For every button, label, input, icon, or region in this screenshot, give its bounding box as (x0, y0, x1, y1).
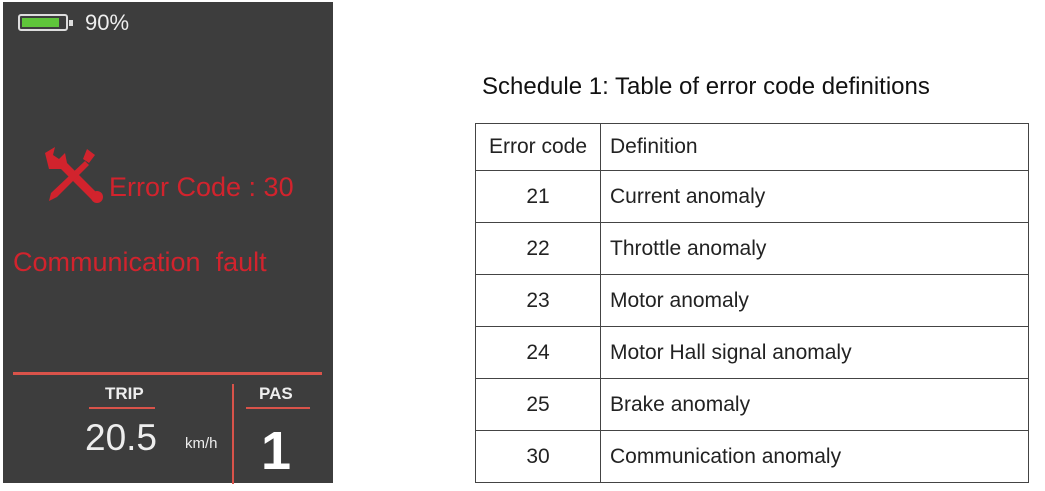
definition-cell: Communication anomaly (600, 430, 1029, 483)
trip-label: TRIP (105, 384, 144, 403)
definition-cell: Motor anomaly (600, 274, 1029, 327)
definition-cell: Motor Hall signal anomaly (600, 326, 1029, 379)
battery-icon (18, 14, 73, 31)
speed-unit: km/h (185, 435, 218, 452)
code-cell: 23 (475, 274, 601, 327)
pas-label: PAS (259, 384, 293, 403)
error-code-text: Error Code : 30 (109, 172, 294, 202)
table-header: Error code Definition (475, 123, 1029, 171)
ebike-display: 90% Error Code : 30 Communication fault … (3, 2, 333, 484)
pas-value: 1 (261, 421, 292, 481)
error-code-table: Error code Definition 21 Current anomaly … (475, 123, 1029, 483)
code-cell: 25 (475, 378, 601, 431)
pas-underline (246, 407, 310, 409)
definition-cell: Current anomaly (600, 170, 1029, 223)
trip-value: 20.5 (85, 417, 158, 458)
table-row: 23 Motor anomaly (475, 274, 1029, 327)
table-row: 24 Motor Hall signal anomaly (475, 326, 1029, 379)
battery-percent: 90% (85, 10, 130, 35)
code-cell: 24 (475, 326, 601, 379)
trip-underline (89, 407, 155, 409)
table-row: 30 Communication anomaly (475, 430, 1029, 483)
divider (13, 372, 322, 375)
code-cell: 21 (475, 170, 601, 223)
wrench-screwdriver-icon (45, 147, 103, 203)
code-cell: 30 (475, 430, 601, 483)
definition-cell: Brake anomaly (600, 378, 1029, 431)
divider (232, 384, 234, 484)
table-row: 25 Brake anomaly (475, 378, 1029, 431)
table-title: Schedule 1: Table of error code definiti… (482, 73, 930, 100)
header-error-code: Error code (475, 123, 601, 171)
battery-level (22, 18, 60, 27)
table-row: 21 Current anomaly (475, 170, 1029, 223)
header-definition: Definition (600, 123, 1029, 171)
code-cell: 22 (475, 222, 601, 275)
definition-cell: Throttle anomaly (600, 222, 1029, 275)
table-row: 22 Throttle anomaly (475, 222, 1029, 275)
fault-text: Communication fault (13, 247, 267, 277)
